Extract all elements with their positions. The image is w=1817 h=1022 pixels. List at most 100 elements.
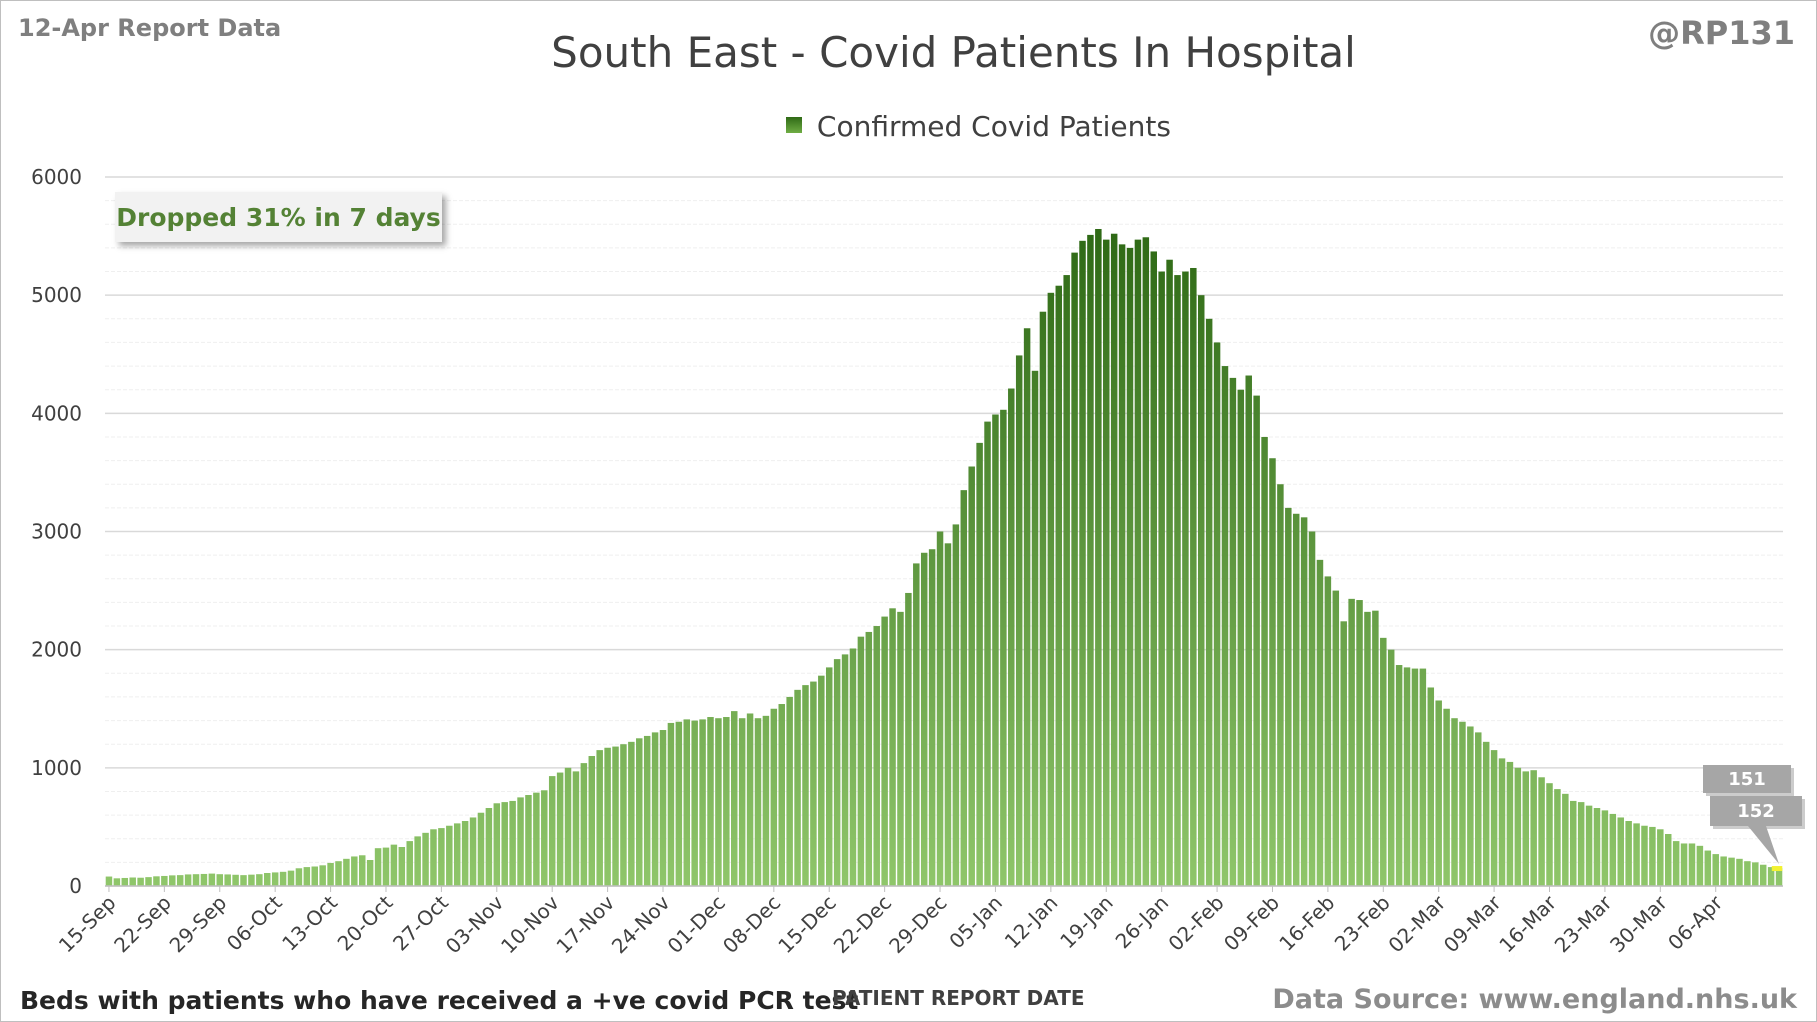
bar bbox=[556, 772, 564, 886]
bar bbox=[271, 872, 279, 886]
x-tick-label: 09-Mar bbox=[1439, 890, 1506, 957]
bar bbox=[1087, 234, 1094, 886]
x-tick-label: 08-Dec bbox=[718, 891, 785, 958]
bar bbox=[778, 704, 785, 886]
bar bbox=[477, 812, 485, 886]
bar bbox=[1649, 826, 1656, 886]
x-tick-label: 01-Dec bbox=[663, 891, 730, 958]
bar bbox=[374, 848, 382, 886]
x-tick-label: 03-Nov bbox=[441, 890, 509, 958]
x-tick-label: 20-Oct bbox=[333, 890, 398, 955]
bar bbox=[366, 860, 374, 886]
bar bbox=[707, 717, 714, 886]
bar bbox=[1348, 598, 1355, 886]
bar bbox=[1039, 311, 1047, 887]
bar bbox=[699, 719, 706, 886]
x-tick-label: 10-Nov bbox=[496, 890, 564, 958]
bar bbox=[1522, 771, 1530, 886]
bar bbox=[1356, 600, 1363, 886]
bar bbox=[596, 750, 603, 886]
bar bbox=[295, 868, 303, 886]
y-axis-ticks: 0 1000 2000 3000 4000 5000 6000 bbox=[31, 165, 82, 898]
bar bbox=[643, 735, 651, 886]
bar bbox=[683, 719, 691, 886]
bar bbox=[1292, 513, 1300, 886]
bar bbox=[1759, 864, 1767, 886]
legend-swatch bbox=[786, 117, 803, 133]
bar bbox=[794, 689, 801, 886]
bar bbox=[1617, 817, 1624, 886]
bar bbox=[1277, 484, 1284, 886]
bar bbox=[161, 875, 168, 886]
bar bbox=[1221, 366, 1229, 887]
bar bbox=[525, 795, 532, 886]
bar bbox=[1696, 845, 1704, 886]
y-tick-label: 0 bbox=[69, 874, 82, 898]
bar bbox=[517, 797, 524, 886]
bar bbox=[1419, 668, 1427, 886]
bar bbox=[992, 414, 999, 886]
bar bbox=[192, 874, 200, 886]
bar bbox=[1126, 247, 1134, 886]
bar bbox=[1103, 239, 1110, 887]
bar bbox=[533, 792, 540, 886]
bar bbox=[279, 871, 287, 886]
bar bbox=[1506, 761, 1514, 886]
bar bbox=[1047, 292, 1055, 886]
bar bbox=[1055, 285, 1063, 886]
bar bbox=[810, 681, 817, 886]
bar bbox=[1554, 789, 1561, 886]
bar bbox=[1657, 829, 1664, 886]
bar bbox=[1538, 777, 1545, 886]
bar bbox=[746, 713, 754, 886]
bar bbox=[208, 873, 216, 886]
bar bbox=[105, 876, 113, 886]
bar bbox=[1166, 259, 1173, 886]
bar bbox=[1308, 531, 1316, 886]
bar bbox=[509, 800, 516, 886]
x-axis-title: PATIENT REPORT DATE bbox=[832, 986, 1085, 1010]
x-tick-label: 12-Jan bbox=[1000, 891, 1063, 954]
bar bbox=[976, 442, 983, 886]
bar bbox=[636, 738, 643, 886]
bar bbox=[1285, 507, 1292, 886]
bar bbox=[881, 616, 888, 886]
bar-series bbox=[105, 228, 1783, 887]
bar bbox=[738, 718, 746, 886]
bar bbox=[430, 829, 437, 886]
bar bbox=[1467, 726, 1474, 886]
bar bbox=[1118, 244, 1126, 887]
bar bbox=[1490, 750, 1498, 886]
x-axis-ticks: 15-Sep22-Sep29-Sep06-Oct13-Oct20-Oct27-O… bbox=[54, 886, 1728, 958]
bar bbox=[944, 543, 952, 886]
bar bbox=[825, 667, 833, 886]
bar bbox=[1031, 370, 1039, 886]
bar bbox=[873, 626, 880, 886]
bar bbox=[604, 747, 611, 886]
x-tick-label: 29-Dec bbox=[884, 891, 951, 958]
bar bbox=[1008, 388, 1015, 886]
bar bbox=[889, 608, 896, 886]
x-tick-label: 17-Nov bbox=[551, 890, 619, 958]
bar bbox=[256, 874, 263, 886]
bar bbox=[1498, 758, 1506, 886]
x-tick-label: 24-Nov bbox=[607, 890, 675, 958]
bar bbox=[1601, 810, 1609, 886]
bar bbox=[588, 756, 596, 886]
bar bbox=[446, 825, 453, 886]
bar bbox=[1023, 328, 1031, 887]
bar bbox=[1134, 239, 1142, 887]
y-tick-label: 5000 bbox=[31, 283, 82, 307]
y-tick-label: 2000 bbox=[31, 638, 82, 662]
x-tick-label: 23-Mar bbox=[1550, 890, 1617, 957]
bar bbox=[1443, 708, 1450, 886]
x-tick-label: 06-Apr bbox=[1663, 890, 1728, 955]
x-tick-label: 09-Feb bbox=[1219, 891, 1284, 956]
x-tick-label: 06-Oct bbox=[222, 890, 287, 955]
bar bbox=[200, 873, 208, 886]
bar bbox=[667, 722, 675, 886]
bar bbox=[1664, 834, 1672, 886]
bar bbox=[493, 803, 501, 886]
bar bbox=[1158, 271, 1165, 886]
bar bbox=[715, 718, 722, 886]
